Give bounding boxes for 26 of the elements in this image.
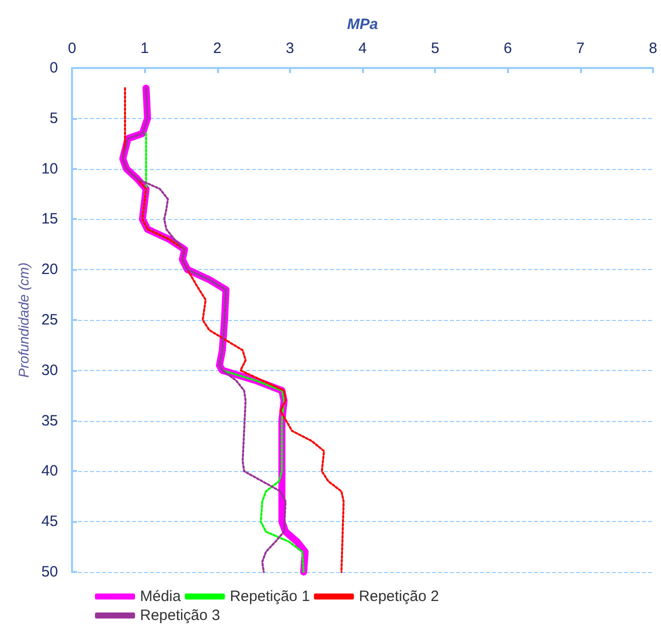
legend-label: Repetição 2 [358,588,439,605]
x-tick-label: 0 [68,40,76,57]
y-tick-label: 10 [41,160,58,178]
x-tick-label: 2 [213,40,222,57]
y-tick-label: 30 [41,362,58,379]
y-tick-label: 20 [41,261,58,278]
x-tick-label: 1 [140,40,149,57]
x-axis-title: MPa [347,16,378,33]
y-tick-label: 45 [41,513,58,530]
x-tick-label: 7 [576,40,585,57]
x-tick-label: 8 [648,40,658,57]
legend-label: Média [140,588,182,605]
y-tick-label: 50 [41,564,58,580]
x-tick-label: 5 [430,40,440,57]
y-tick-label: 5 [50,110,58,127]
y-tick-label: 25 [41,312,58,328]
legend-label: Repetição 1 [230,588,310,605]
y-tick-label: 35 [41,412,58,430]
y-tick-label: 15 [41,210,58,228]
y-axis-title: Profundidade (cm) [15,262,32,378]
x-tick-label: 6 [504,40,512,57]
y-tick-label: 40 [41,462,58,480]
legend-label: Repetição 3 [140,607,220,624]
x-tick-label: 4 [358,40,367,57]
x-tick-label: 3 [286,40,294,57]
y-tick-label: 0 [50,60,58,76]
